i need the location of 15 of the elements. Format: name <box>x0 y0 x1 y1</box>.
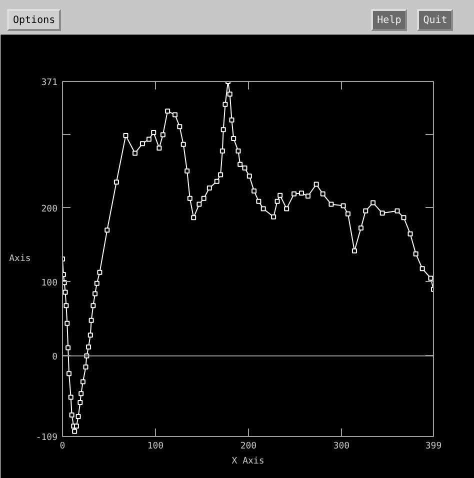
y-tick-label: -109 <box>36 433 58 443</box>
text: Options <box>7 9 62 31</box>
y-tick-label: 371 <box>41 78 58 88</box>
x-tick-label: 300 <box>333 442 350 452</box>
y-axis-title: Axis <box>9 254 31 264</box>
x-axis-title: X Axis <box>232 456 264 466</box>
y-tick-label: 0 <box>52 352 58 362</box>
x-tick-label: 200 <box>240 442 257 452</box>
x-tick-label: 100 <box>147 442 164 452</box>
x-tick-label: 0 <box>60 442 66 452</box>
y-tick-label: 100 <box>41 278 58 288</box>
x-tick-label: 399 <box>425 442 442 452</box>
text: Quit <box>417 9 454 31</box>
text: Help <box>371 9 408 31</box>
y-tick-label: 200 <box>41 204 58 214</box>
